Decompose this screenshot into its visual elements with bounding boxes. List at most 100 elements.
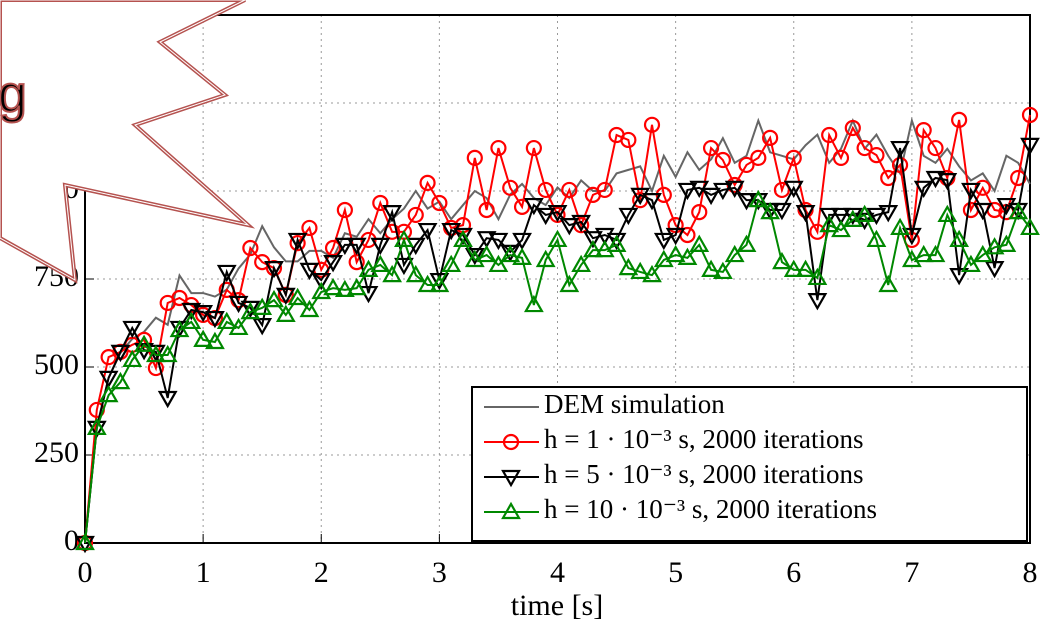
marker xyxy=(547,229,568,248)
marker xyxy=(535,207,556,226)
marker xyxy=(323,255,343,273)
marker xyxy=(819,207,840,226)
marker xyxy=(299,262,320,281)
bubble-inner xyxy=(0,0,250,281)
marker xyxy=(606,232,627,251)
marker xyxy=(264,260,284,279)
x-tick-label: 8 xyxy=(1023,556,1038,589)
marker xyxy=(772,251,792,270)
marker xyxy=(783,259,804,277)
marker xyxy=(785,149,802,167)
marker xyxy=(665,227,686,246)
series-line xyxy=(84,198,1031,544)
marker xyxy=(1021,106,1039,124)
marker xyxy=(772,202,792,221)
marker xyxy=(866,229,887,248)
marker xyxy=(665,244,686,263)
marker xyxy=(502,433,520,451)
marker xyxy=(407,206,424,224)
marker xyxy=(394,229,414,248)
legend-box xyxy=(471,386,1028,542)
marker xyxy=(336,201,353,219)
legend: DEM simulation h = 1 · 10⁻³ s, 2000 itera… xyxy=(471,386,1028,542)
marker xyxy=(429,272,450,291)
marker xyxy=(724,180,745,199)
marker xyxy=(748,189,769,208)
marker xyxy=(240,301,261,320)
marker xyxy=(301,219,318,237)
marker xyxy=(110,371,131,390)
bubble-text: g xyxy=(0,66,27,124)
speech-bubble: g xyxy=(0,0,256,284)
marker xyxy=(348,254,365,271)
marker xyxy=(464,247,485,266)
marker xyxy=(571,214,592,233)
marker xyxy=(453,227,473,246)
marker xyxy=(831,207,851,226)
marker xyxy=(691,204,708,221)
marker xyxy=(488,254,509,273)
marker xyxy=(712,182,733,201)
series-line xyxy=(84,116,1031,544)
marker xyxy=(500,244,521,263)
marker xyxy=(476,231,497,249)
marker xyxy=(490,139,507,157)
marker xyxy=(205,331,225,350)
legend-label: h = 5 · 10⁻³ s, 2000 iterations xyxy=(544,459,864,489)
marker xyxy=(890,217,910,236)
marker xyxy=(193,329,214,347)
marker xyxy=(275,287,296,306)
marker xyxy=(760,201,781,220)
marker xyxy=(832,149,850,167)
marker xyxy=(86,417,107,435)
marker xyxy=(157,344,178,363)
marker xyxy=(478,201,495,219)
marker xyxy=(701,259,721,277)
marker xyxy=(181,311,202,330)
marker xyxy=(561,181,578,199)
marker xyxy=(949,268,970,286)
marker xyxy=(1020,217,1040,236)
marker xyxy=(110,344,131,363)
marker xyxy=(145,344,166,363)
x-tick-label: 0 xyxy=(78,556,93,589)
marker xyxy=(287,287,308,306)
marker xyxy=(821,126,838,144)
marker xyxy=(75,532,95,551)
marker xyxy=(961,254,981,273)
marker xyxy=(181,302,202,321)
marker xyxy=(547,205,568,223)
marker xyxy=(382,205,403,223)
marker xyxy=(1010,169,1027,187)
marker xyxy=(287,232,308,251)
marker xyxy=(523,197,544,216)
x-tick-label: 6 xyxy=(786,556,801,589)
marker xyxy=(242,239,259,257)
marker xyxy=(606,234,627,252)
marker xyxy=(334,237,355,256)
marker xyxy=(972,202,993,221)
marker xyxy=(535,249,556,268)
marker xyxy=(372,194,389,212)
marker xyxy=(724,244,745,263)
marker xyxy=(98,384,119,403)
marker xyxy=(122,349,143,368)
marker xyxy=(240,300,261,319)
marker xyxy=(984,237,1005,255)
marker xyxy=(122,320,143,339)
marker xyxy=(783,180,804,199)
marker xyxy=(913,180,934,199)
marker xyxy=(205,310,225,329)
marker xyxy=(559,218,580,236)
marker xyxy=(643,116,661,133)
marker xyxy=(583,239,603,258)
plot-frame xyxy=(84,14,1031,544)
marker xyxy=(1008,201,1029,220)
legend-label: DEM simulation xyxy=(544,389,725,419)
marker xyxy=(807,267,828,286)
marker xyxy=(417,274,438,293)
marker xyxy=(653,232,674,251)
marker xyxy=(689,234,710,252)
marker xyxy=(868,146,885,164)
marker xyxy=(878,205,899,223)
